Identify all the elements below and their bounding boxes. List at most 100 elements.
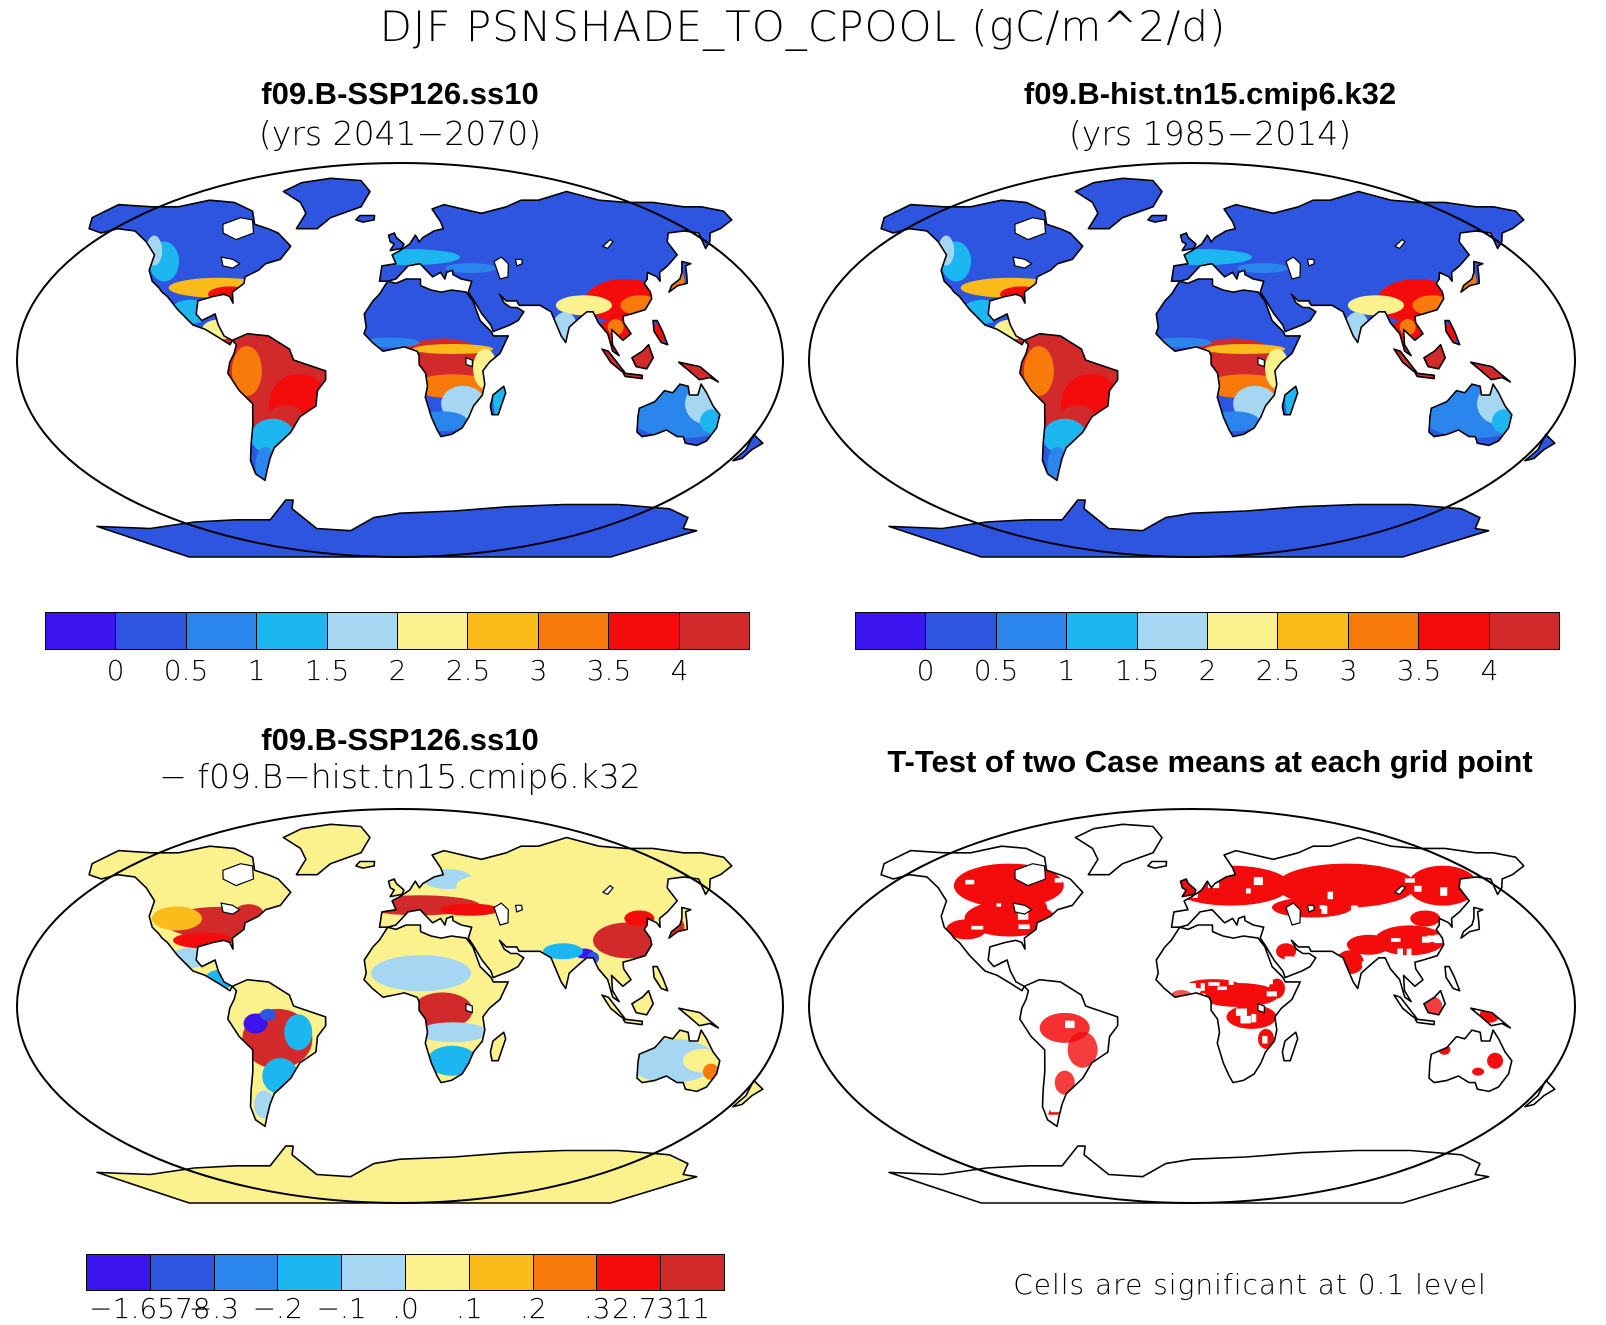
coastline-iceland <box>355 860 376 869</box>
coastline-newguinea <box>1469 361 1512 383</box>
coastline-nz <box>732 433 764 462</box>
colorbar-swatch <box>327 613 399 649</box>
coastline-madagascar <box>1281 1031 1299 1062</box>
colorbar-tick-label: 2.5 <box>1255 654 1301 687</box>
colorbar-tick-label: 2.7311 <box>612 1292 711 1325</box>
colorbar-swatch <box>214 1255 279 1290</box>
colorbar-tick-label: 2 <box>388 654 407 687</box>
panel-title-bottom-left: f09.B-SSP126.ss10 <box>261 722 539 757</box>
colorbar-tick-label: 2 <box>1198 654 1217 687</box>
panel-title-top-left: f09.B-SSP126.ss10 <box>261 76 539 111</box>
coastline-philippines <box>1444 319 1461 346</box>
coastline-newguinea <box>1469 1007 1512 1029</box>
coastline-greenland <box>1074 177 1163 230</box>
colorbar-swatch <box>398 613 469 649</box>
colorbar-tick-label: .2 <box>519 1292 547 1325</box>
map-ttest <box>808 808 1576 1204</box>
colorbar-tick-label: −.3 <box>188 1292 239 1325</box>
colorbar-swatch <box>609 613 680 649</box>
coastline-java <box>622 372 643 380</box>
colorbar-tick-label: −.1 <box>316 1292 367 1325</box>
colorbar-difference <box>86 1254 725 1291</box>
colorbar-tick-label: 2.5 <box>445 654 491 687</box>
coastline-nz <box>1524 433 1556 462</box>
colorbar-swatch <box>926 613 997 649</box>
coastline-eurasia <box>378 836 733 1003</box>
coastline-namerica <box>88 199 292 346</box>
coastline-greenland <box>1074 823 1163 876</box>
colorbar-swatch <box>468 613 539 649</box>
coastline-samerica <box>227 978 327 1128</box>
panel-subtitle-bottom-left: − f09.B−hist.tn15.cmip6.k32 <box>159 757 641 796</box>
coastline-africa <box>363 924 509 1084</box>
colorbar-swatch <box>856 613 927 649</box>
colorbar-tick-label: 4 <box>1480 654 1499 687</box>
colorbar-swatch <box>1348 613 1420 649</box>
globe-background <box>809 809 1575 1203</box>
colorbar-tick-label: −1.6578 <box>89 1292 211 1325</box>
coastline-australia <box>636 1029 721 1093</box>
colorbar-tick-label: 1 <box>1057 654 1076 687</box>
shaded-field <box>936 863 1514 1124</box>
coastline-japan <box>1460 906 1484 939</box>
colorbar-tick-label: 3.5 <box>1396 654 1442 687</box>
colorbar-tick-label: 3 <box>529 654 548 687</box>
coastline-newguinea <box>677 1007 720 1029</box>
colorbar-tick-label: 1 <box>247 654 266 687</box>
colorbar-tick-label: 1.5 <box>304 654 350 687</box>
colorbar-swatch <box>1208 613 1279 649</box>
colorbar-hist <box>855 612 1560 650</box>
panel-title-top-right: f09.B-hist.tn15.cmip6.k32 <box>1023 76 1397 111</box>
colorbar-tick-label: 4 <box>670 654 689 687</box>
colorbar-swatch <box>257 613 328 649</box>
coastline-japan <box>1460 260 1484 293</box>
coastline-samerica <box>227 332 327 482</box>
colorbar-tick-label: .3 <box>583 1292 611 1325</box>
colorbar-tick-label: .1 <box>456 1292 483 1325</box>
coastline-nz <box>1524 1079 1556 1108</box>
coastline-uk <box>1179 232 1197 252</box>
colorbar-swatch <box>597 1255 662 1290</box>
coastline-africa <box>363 278 509 438</box>
colorbar-swatch <box>405 1255 470 1290</box>
globe-outline <box>808 808 1576 1204</box>
coastline-uk <box>387 878 405 898</box>
map-ssp126 <box>16 162 784 558</box>
coastline-australia <box>636 383 721 447</box>
coastline-antarctica <box>96 499 698 558</box>
coastline-newguinea <box>677 361 720 383</box>
colorbar-swatch <box>996 613 1068 649</box>
coastline-madagascar <box>489 1031 507 1062</box>
colorbar-swatch <box>1278 613 1349 649</box>
colorbar-swatch <box>1137 613 1209 649</box>
colorbar-tick-label: 0.5 <box>163 654 209 687</box>
colorbar-tick-label: 3.5 <box>586 654 632 687</box>
coastline-borneo <box>1423 343 1446 370</box>
colorbar-swatch <box>1489 613 1560 649</box>
globe-outline <box>808 162 1576 558</box>
coastline-samerica <box>1019 978 1119 1128</box>
coastline-japan <box>668 906 692 939</box>
colorbar-swatch <box>1419 613 1490 649</box>
colorbar-tick-label: 0 <box>106 654 125 687</box>
globe-outline <box>16 808 784 1204</box>
coastline-borneo <box>1423 989 1446 1016</box>
coastline-uk <box>1179 878 1197 898</box>
colorbar-tick-label: 3 <box>1339 654 1358 687</box>
coastline-eurasia <box>1170 190 1525 357</box>
coastline-australia <box>1428 1029 1513 1093</box>
coastline-eurasia <box>1170 836 1525 1003</box>
colorbar-swatch <box>1067 613 1138 649</box>
globe-outline <box>16 162 784 558</box>
colorbar-tick-label: 0 <box>916 654 935 687</box>
coastline-namerica <box>880 199 1084 346</box>
coastline-namerica <box>88 845 292 992</box>
coastline-sumatra <box>601 994 627 1020</box>
coastline-uk <box>387 232 405 252</box>
coastline-eurasia <box>378 190 733 357</box>
colorbar-swatch <box>186 613 258 649</box>
colorbar-tick-label: 1.5 <box>1114 654 1160 687</box>
colorbar-swatch <box>469 1255 534 1290</box>
coastline-sumatra <box>601 348 627 374</box>
colorbar-tick-label: −.2 <box>252 1292 303 1325</box>
